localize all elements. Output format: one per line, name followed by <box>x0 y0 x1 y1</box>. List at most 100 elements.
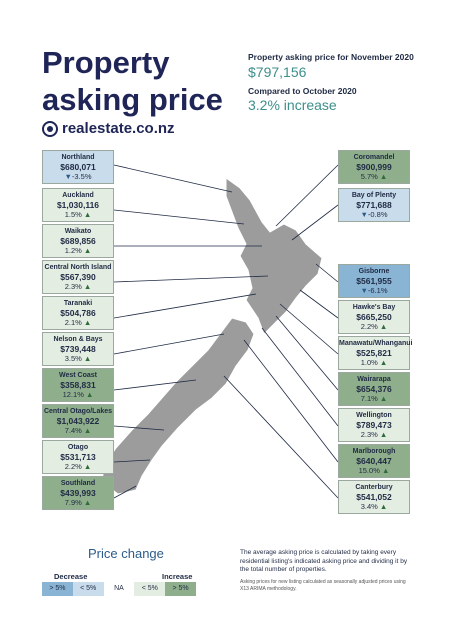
up-arrow-icon: ▲ <box>81 354 92 363</box>
region-name: West Coast <box>59 372 97 379</box>
leader-lines <box>113 164 339 499</box>
region-change: 1.0% <box>360 358 378 367</box>
region-name: Hawke's Bay <box>352 304 396 311</box>
region-change: 2.1% <box>64 318 82 327</box>
region-name: Central Otago/Lakes <box>43 408 113 415</box>
brand-name: realestate.co.nz <box>62 120 175 137</box>
down-arrow-icon: ▼ <box>360 210 368 219</box>
up-arrow-icon: ▲ <box>83 390 94 399</box>
region-box: Taranaki $504,786 2.1% ▲ <box>42 296 114 330</box>
region-price: $654,376 <box>356 384 392 394</box>
national-change: 3.2% increase <box>248 97 337 113</box>
region-box: Otago $531,713 2.2% ▲ <box>42 440 114 474</box>
legend-big-increase: > 5% <box>165 582 196 596</box>
region-price: $771,688 <box>356 200 392 210</box>
title-line-2: asking price <box>42 82 223 117</box>
region-name: Southland <box>60 480 96 487</box>
region-change: 2.2% <box>360 322 378 331</box>
down-arrow-icon: ▼ <box>360 286 368 295</box>
up-arrow-icon: ▲ <box>81 246 92 255</box>
region-name: Manawatu/Whanganui <box>339 340 413 347</box>
legend-small-decrease: < 5% <box>72 582 104 596</box>
region-price: $567,390 <box>60 272 96 282</box>
region-box: West Coast $358,831 12.1% ▲ <box>42 368 114 402</box>
down-arrow-icon: ▼ <box>64 172 72 181</box>
region-price: $640,447 <box>356 456 392 466</box>
region-name: Nelson & Bays <box>53 336 103 343</box>
up-arrow-icon: ▲ <box>81 210 92 219</box>
region-change: 3.4% <box>360 502 378 511</box>
up-arrow-icon: ▲ <box>379 466 390 475</box>
compare-label: Compared to October 2020 <box>248 86 357 96</box>
south-island-shape <box>101 317 255 495</box>
region-price: $541,052 <box>356 492 392 502</box>
region-box: Nelson & Bays $739,448 3.5% ▲ <box>42 332 114 366</box>
region-change: -0.8% <box>367 210 388 219</box>
region-box: Southland $439,993 7.9% ▲ <box>42 476 114 510</box>
methodology-note-small: Asking prices for new listing calculated… <box>240 579 406 592</box>
region-change: 7.4% <box>64 426 82 435</box>
region-name: Central North Island <box>44 264 112 271</box>
region-name: Bay of Plenty <box>351 192 397 199</box>
up-arrow-icon: ▲ <box>81 462 92 471</box>
region-name: Otago <box>67 444 89 451</box>
region-change: 5.7% <box>360 172 378 181</box>
region-box: Hawke's Bay $665,250 2.2% ▲ <box>338 300 410 334</box>
up-arrow-icon: ▲ <box>81 498 92 507</box>
up-arrow-icon: ▲ <box>377 502 388 511</box>
region-change: 7.1% <box>360 394 378 403</box>
up-arrow-icon: ▲ <box>377 394 388 403</box>
region-change: 12.1% <box>62 390 84 399</box>
methodology-note: The average asking price is calculated b… <box>240 549 408 573</box>
region-change: 2.3% <box>64 282 82 291</box>
region-box: Central North Island $567,390 2.3% ▲ <box>42 260 114 294</box>
up-arrow-icon: ▲ <box>377 172 388 181</box>
region-box: Waikato $689,856 1.2% ▲ <box>42 224 114 258</box>
region-name: Canterbury <box>355 484 393 491</box>
region-change: 1.2% <box>64 246 82 255</box>
region-box: Gisborne $561,955 ▼-6.1% <box>338 264 410 298</box>
region-name: Wellington <box>356 412 392 419</box>
region-price: $789,473 <box>356 420 392 430</box>
national-label: Property asking price for November 2020 <box>248 52 414 62</box>
region-price: $525,821 <box>356 348 392 358</box>
region-box: Canterbury $541,052 3.4% ▲ <box>338 480 410 514</box>
region-name: Taranaki <box>63 300 93 307</box>
legend-title: Price change <box>88 546 164 561</box>
region-price: $358,831 <box>60 380 96 390</box>
up-arrow-icon: ▲ <box>81 318 92 327</box>
region-change: 3.5% <box>64 354 82 363</box>
region-name: Marlborough <box>352 448 396 455</box>
title-line-1: Property <box>42 45 170 80</box>
up-arrow-icon: ▲ <box>377 322 388 331</box>
legend-decrease: Decrease <box>54 572 88 581</box>
region-price: $739,448 <box>60 344 96 354</box>
region-price: $1,043,922 <box>56 416 100 426</box>
region-name: Wairarapa <box>357 376 391 383</box>
region-price: $531,713 <box>60 452 96 462</box>
up-arrow-icon: ▲ <box>81 426 92 435</box>
region-box: Manawatu/Whanganui $525,821 1.0% ▲ <box>338 336 413 370</box>
region-price: $561,955 <box>356 276 392 286</box>
region-name: Gisborne <box>358 268 390 275</box>
region-change: 2.2% <box>64 462 82 471</box>
north-island-shape <box>225 177 323 335</box>
region-box: Wellington $789,473 2.3% ▲ <box>338 408 410 442</box>
up-arrow-icon: ▲ <box>81 282 92 291</box>
region-box: Central Otago/Lakes $1,043,922 7.4% ▲ <box>42 404 114 438</box>
legend-increase: Increase <box>162 572 193 581</box>
region-change: 7.9% <box>64 498 82 507</box>
page-title: Property asking price <box>42 44 223 118</box>
region-box: Auckland $1,030,116 1.5% ▲ <box>42 188 114 222</box>
legend-bar: > 5% < 5% NA < 5% > 5% <box>42 582 196 596</box>
up-arrow-icon: ▲ <box>377 358 388 367</box>
region-price: $504,786 <box>60 308 96 318</box>
region-change: -3.5% <box>71 172 92 181</box>
region-name: Northland <box>61 154 95 161</box>
region-price: $689,856 <box>60 236 96 246</box>
region-name: Waikato <box>64 228 92 235</box>
region-change: 15.0% <box>358 466 380 475</box>
region-price: $439,993 <box>60 488 96 498</box>
region-name: Coromandel <box>353 154 395 161</box>
